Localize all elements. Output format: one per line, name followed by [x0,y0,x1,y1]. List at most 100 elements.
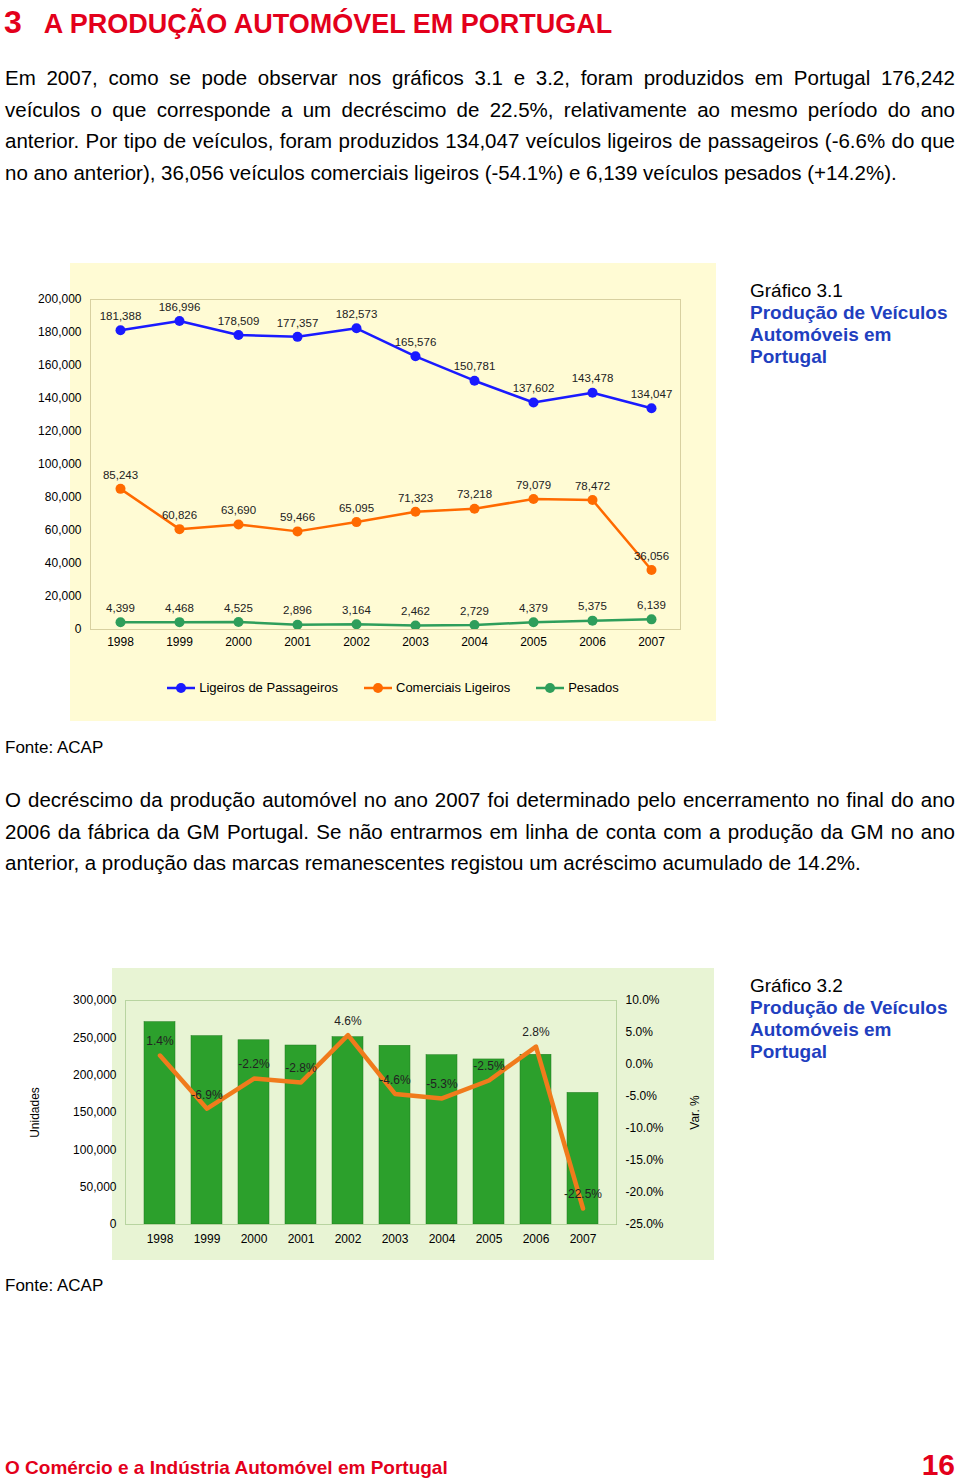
html-text:Em 2007, como se pode observar: Em 2007, como se pode observar nos gráfi… [5,66,955,184]
html-text:Produção de Veículos Automóvei: Produção de Veículos Automóveis em Portu… [750,997,948,1062]
svg-text:4.6%: 4.6% [334,1014,362,1028]
svg-text:150,000: 150,000 [73,1105,117,1119]
svg-text:2005: 2005 [476,1232,503,1246]
svg-text:120,000: 120,000 [38,424,82,438]
svg-text:137,602: 137,602 [513,382,555,394]
svg-text:60,826: 60,826 [162,509,197,521]
svg-text:2007: 2007 [638,635,665,649]
svg-text:181,388: 181,388 [100,310,142,322]
svg-text:100,000: 100,000 [73,1143,117,1157]
svg-text:-6.9%: -6.9% [191,1088,223,1102]
svg-text:-25.0%: -25.0% [626,1217,664,1231]
svg-text:2006: 2006 [579,635,606,649]
svg-text:-10.0%: -10.0% [626,1121,664,1135]
svg-text:2003: 2003 [402,635,429,649]
svg-text:-22.5%: -22.5% [564,1187,602,1201]
svg-text:1999: 1999 [166,635,193,649]
svg-text:140,000: 140,000 [38,391,82,405]
svg-text:79,079: 79,079 [516,479,551,491]
svg-text:4,525: 4,525 [224,602,253,614]
svg-text:Unidades: Unidades [28,1087,42,1138]
html-text:A PRODUÇÃO AUTOMÓVEL EM PORTUG: A PRODUÇÃO AUTOMÓVEL EM PORTUGAL [43,9,613,39]
html-text:O decréscimo da produção autom: O decréscimo da produção automóvel no an… [5,788,955,874]
svg-text:-2.8%: -2.8% [285,1061,317,1075]
svg-text:2.8%: 2.8% [522,1025,550,1039]
svg-text:1999: 1999 [194,1232,221,1246]
svg-text:4,379: 4,379 [519,602,548,614]
svg-text:4,399: 4,399 [106,602,135,614]
svg-text:2002: 2002 [343,635,370,649]
svg-text:Var. %: Var. % [688,1095,702,1130]
svg-text:160,000: 160,000 [38,358,82,372]
svg-text:63,690: 63,690 [221,504,256,516]
svg-text:186,996: 186,996 [159,301,201,313]
svg-text:0: 0 [110,1217,117,1231]
svg-text:5.0%: 5.0% [626,1025,654,1039]
svg-text:80,000: 80,000 [45,490,82,504]
svg-text:250,000: 250,000 [73,1031,117,1045]
svg-text:-2.2%: -2.2% [238,1057,270,1071]
svg-text:2004: 2004 [461,635,488,649]
svg-text:59,466: 59,466 [280,511,315,523]
svg-text:4,468: 4,468 [165,602,194,614]
html-text:O Comércio e a Indústria Autom: O Comércio e a Indústria Automóvel em Po… [5,1457,448,1478]
svg-text:2005: 2005 [520,635,547,649]
html-text:Gráfico 3.2: Gráfico 3.2 [750,975,843,996]
svg-text:182,573: 182,573 [336,308,378,320]
svg-text:10.0%: 10.0% [626,993,660,1007]
html-text:Gráfico 3.1: Gráfico 3.1 [750,280,843,301]
svg-text:177,357: 177,357 [277,317,319,329]
svg-text:2,729: 2,729 [460,605,489,617]
svg-text:85,243: 85,243 [103,469,138,481]
svg-text:1998: 1998 [147,1232,174,1246]
svg-text:73,218: 73,218 [457,488,492,500]
svg-text:2004: 2004 [429,1232,456,1246]
svg-text:2006: 2006 [523,1232,550,1246]
svg-text:50,000: 50,000 [80,1180,117,1194]
svg-text:2007: 2007 [570,1232,597,1246]
svg-text:36,056: 36,056 [634,550,669,562]
svg-text:-20.0%: -20.0% [626,1185,664,1199]
svg-text:0.0%: 0.0% [626,1057,654,1071]
svg-text:143,478: 143,478 [572,372,614,384]
svg-text:65,095: 65,095 [339,502,374,514]
html-text:Fonte: ACAP: Fonte: ACAP [5,1276,104,1295]
svg-text:2001: 2001 [284,635,311,649]
svg-text:60,000: 60,000 [45,523,82,537]
svg-text:200,000: 200,000 [38,292,82,306]
svg-text:2002: 2002 [335,1232,362,1246]
svg-text:134,047: 134,047 [631,388,673,400]
svg-text:180,000: 180,000 [38,325,82,339]
svg-text:2,462: 2,462 [401,605,430,617]
svg-text:300,000: 300,000 [73,993,117,1007]
svg-text:1998: 1998 [107,635,134,649]
svg-text:5,375: 5,375 [578,600,607,612]
svg-text:6,139: 6,139 [637,599,666,611]
svg-text:2001: 2001 [288,1232,315,1246]
svg-text:-4.6%: -4.6% [379,1073,411,1087]
html-text:Produção de Veículos Automóvei: Produção de Veículos Automóveis em Portu… [750,302,948,367]
svg-text:150,781: 150,781 [454,360,496,372]
svg-text:2000: 2000 [241,1232,268,1246]
svg-text:2,896: 2,896 [283,604,312,616]
html-text:3: 3 [4,4,22,40]
svg-text:20,000: 20,000 [45,589,82,603]
html-text:16: 16 [921,1448,955,1481]
svg-text:3,164: 3,164 [342,604,371,616]
svg-text:2000: 2000 [225,635,252,649]
svg-text:178,509: 178,509 [218,315,260,327]
svg-text:0: 0 [75,622,82,636]
svg-text:71,323: 71,323 [398,491,433,503]
svg-text:-15.0%: -15.0% [626,1153,664,1167]
svg-text:165,576: 165,576 [395,336,437,348]
svg-text:-2.5%: -2.5% [473,1059,505,1073]
svg-text:-5.0%: -5.0% [626,1089,658,1103]
svg-text:200,000: 200,000 [73,1068,117,1082]
svg-text:2003: 2003 [382,1232,409,1246]
svg-text:-5.3%: -5.3% [426,1077,458,1091]
html-text:Fonte: ACAP: Fonte: ACAP [5,738,104,757]
svg-text:78,472: 78,472 [575,480,610,492]
svg-text:100,000: 100,000 [38,457,82,471]
svg-text:1.4%: 1.4% [146,1034,174,1048]
svg-text:40,000: 40,000 [45,556,82,570]
